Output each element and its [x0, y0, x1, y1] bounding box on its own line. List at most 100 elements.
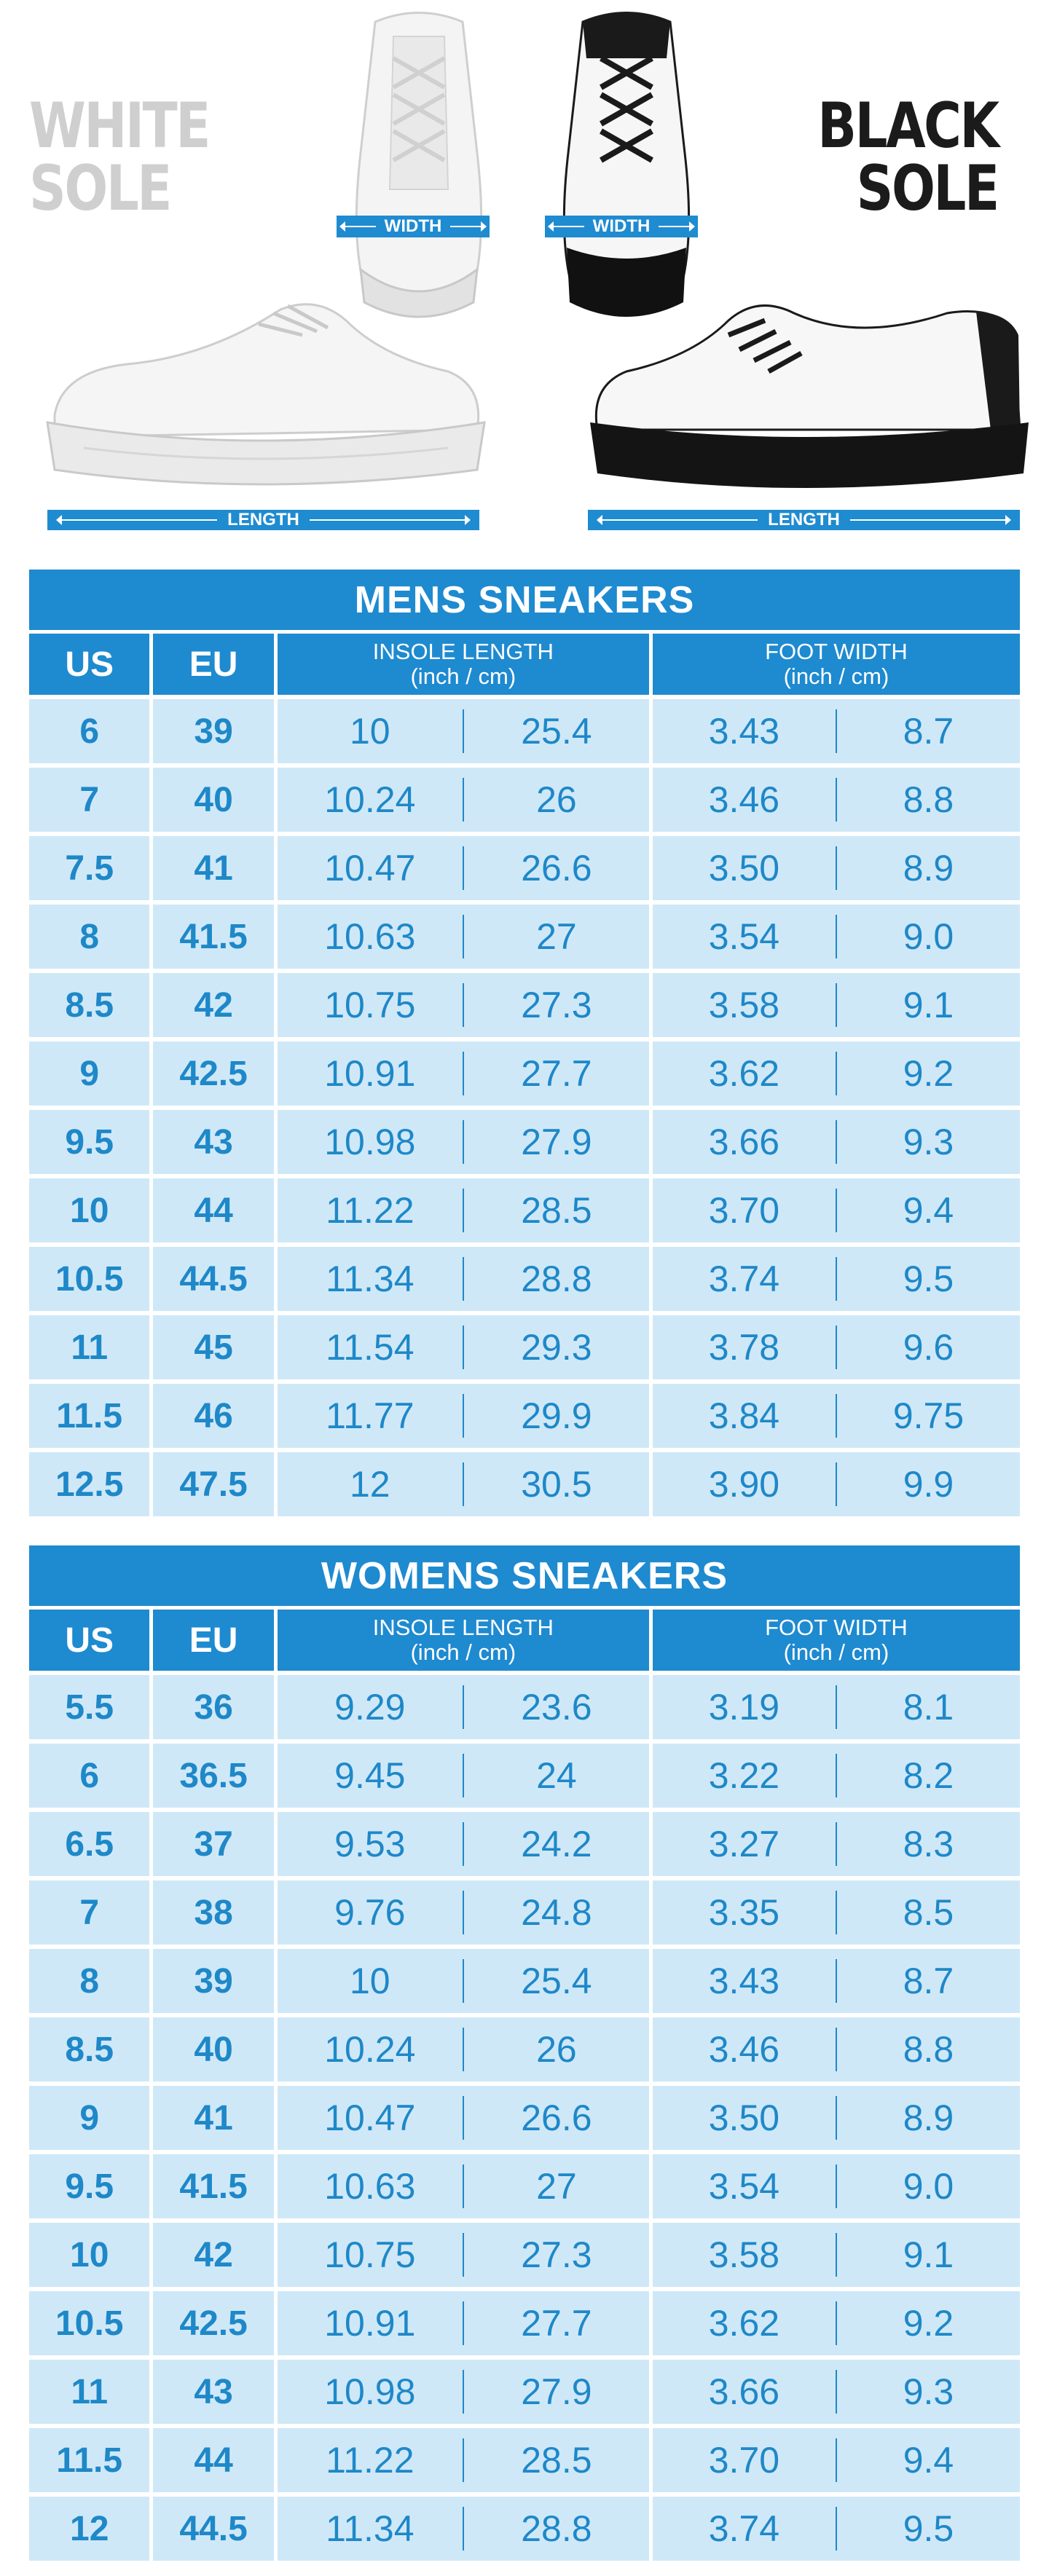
insole-cm-value: 26.6	[521, 848, 592, 889]
eu-size-cell: 43	[153, 2360, 274, 2424]
us-size-cell: 12	[29, 2497, 150, 2561]
eu-size-cell: 46	[153, 1384, 274, 1448]
foot-width-cell: 3.74 9.5	[652, 1247, 1021, 1311]
foot-width-inch-value: 3.46	[708, 2029, 780, 2070]
foot-width-cell: 3.22 8.2	[652, 1744, 1021, 1808]
womens-header-eu: EU	[153, 1610, 274, 1671]
table-row: 10.5 44.5 11.34 28.8 3.74 9.5	[29, 1247, 1021, 1311]
insole-length-cell: 10.98 27.9	[277, 1110, 649, 1174]
table-row: 7 38 9.76 24.8 3.35 8.5	[29, 1880, 1021, 1945]
insole-inch-value: 10.98	[324, 1122, 416, 1162]
cell-divider	[835, 846, 837, 890]
cell-divider	[462, 1257, 464, 1301]
width-label-black: WIDTH	[584, 216, 659, 237]
cell-divider	[462, 1052, 464, 1095]
eu-size-cell: 41	[153, 2086, 274, 2150]
insole-inch-value: 11.22	[326, 2440, 415, 2481]
insole-length-cell: 10.47 26.6	[277, 836, 649, 900]
mens-header-insole-unit: (inch / cm)	[410, 663, 516, 689]
table-row: 8.5 40 10.24 26 3.46 8.8	[29, 2017, 1021, 2081]
insole-length-cell: 9.76 24.8	[277, 1880, 649, 1945]
foot-width-cm-value: 9.4	[903, 1190, 954, 1231]
cell-divider	[462, 1462, 464, 1506]
foot-width-cell: 3.78 9.6	[652, 1315, 1021, 1379]
cell-divider	[835, 1189, 837, 1232]
insole-inch-value: 11.22	[326, 1190, 415, 1231]
us-size-cell: 11	[29, 2360, 150, 2424]
foot-width-cell: 3.43 8.7	[652, 1949, 1021, 2013]
foot-width-cell: 3.58 9.1	[652, 2223, 1021, 2287]
eu-size-cell: 41.5	[153, 2154, 274, 2218]
white-shoe-front-image	[355, 12, 483, 318]
table-row: 9 41 10.47 26.6 3.50 8.9	[29, 2086, 1021, 2150]
cell-divider	[835, 1394, 837, 1438]
us-size-cell: 8.5	[29, 973, 150, 1037]
insole-length-cell: 11.22 28.5	[277, 1178, 649, 1242]
insole-inch-value: 10.75	[324, 985, 416, 1025]
cell-divider	[462, 1891, 464, 1934]
foot-width-cell: 3.35 8.5	[652, 1880, 1021, 1945]
us-size-cell: 7.5	[29, 836, 150, 900]
foot-width-inch-value: 3.70	[708, 1190, 780, 1231]
eu-size-cell: 43	[153, 1110, 274, 1174]
mens-table-title: MENS SNEAKERS	[29, 570, 1020, 630]
insole-length-cell: 11.22 28.5	[277, 2428, 649, 2492]
insole-length-cell: 12 30.5	[277, 1452, 649, 1516]
cell-divider	[462, 2165, 464, 2208]
eu-size-cell: 38	[153, 1880, 274, 1945]
foot-width-cm-value: 8.7	[903, 1961, 954, 2001]
insole-cm-value: 27	[536, 2166, 577, 2207]
insole-cm-value: 27.3	[521, 2234, 592, 2275]
insole-inch-value: 12	[350, 1464, 390, 1505]
foot-width-inch-value: 3.78	[708, 1327, 780, 1368]
us-size-cell: 12.5	[29, 1452, 150, 1516]
foot-width-inch-value: 3.62	[708, 1053, 780, 1094]
foot-width-cm-value: 9.6	[903, 1327, 954, 1368]
eu-size-cell: 42	[153, 973, 274, 1037]
table-row: 6 36.5 9.45 24 3.22 8.2	[29, 1744, 1021, 1808]
eu-size-cell: 44.5	[153, 2497, 274, 2561]
insole-inch-value: 10.24	[324, 2029, 416, 2070]
foot-width-cell: 3.54 9.0	[652, 905, 1021, 969]
foot-width-inch-value: 3.74	[708, 1259, 780, 1299]
foot-width-cell: 3.46 8.8	[652, 768, 1021, 832]
cell-divider	[462, 709, 464, 753]
eu-size-cell: 42.5	[153, 1041, 274, 1106]
us-size-cell: 6	[29, 1744, 150, 1808]
insole-cm-value: 27.9	[521, 2371, 592, 2412]
womens-header-insole-title: INSOLE LENGTH	[372, 1615, 554, 1640]
cell-divider	[462, 846, 464, 890]
cell-divider	[462, 2028, 464, 2071]
table-row: 12 44.5 11.34 28.8 3.74 9.5	[29, 2497, 1021, 2561]
cell-divider	[835, 778, 837, 822]
eu-size-cell: 44	[153, 1178, 274, 1242]
foot-width-cm-value: 9.5	[903, 2508, 954, 2549]
foot-width-cell: 3.66 9.3	[652, 1110, 1021, 1174]
insole-length-cell: 10.63 27	[277, 2154, 649, 2218]
us-size-cell: 7	[29, 768, 150, 832]
eu-size-cell: 44.5	[153, 1247, 274, 1311]
insole-inch-value: 11.34	[326, 1259, 415, 1299]
mens-header-foot-title: FOOT WIDTH	[765, 639, 908, 664]
foot-width-cm-value: 8.9	[903, 848, 954, 889]
eu-size-cell: 36	[153, 1675, 274, 1739]
insole-inch-value: 10.47	[324, 848, 416, 889]
cell-divider	[835, 1257, 837, 1301]
foot-width-inch-value: 3.43	[708, 711, 780, 752]
table-row: 10.5 42.5 10.91 27.7 3.62 9.2	[29, 2291, 1021, 2355]
cell-divider	[835, 2301, 837, 2345]
insole-cm-value: 28.8	[521, 2508, 592, 2549]
eu-size-cell: 42	[153, 2223, 274, 2287]
cell-divider	[462, 2233, 464, 2277]
us-size-cell: 10	[29, 2223, 150, 2287]
insole-length-cell: 11.34 28.8	[277, 2497, 649, 2561]
cell-divider	[835, 1959, 837, 2003]
us-size-cell: 11.5	[29, 1384, 150, 1448]
insole-inch-value: 9.76	[334, 1892, 406, 1933]
foot-width-cell: 3.50 8.9	[652, 2086, 1021, 2150]
cell-divider	[835, 2028, 837, 2071]
foot-width-cell: 3.84 9.75	[652, 1384, 1021, 1448]
insole-inch-value: 11.34	[326, 2508, 415, 2549]
insole-cm-value: 24	[536, 1755, 577, 1796]
foot-width-cell: 3.54 9.0	[652, 2154, 1021, 2218]
